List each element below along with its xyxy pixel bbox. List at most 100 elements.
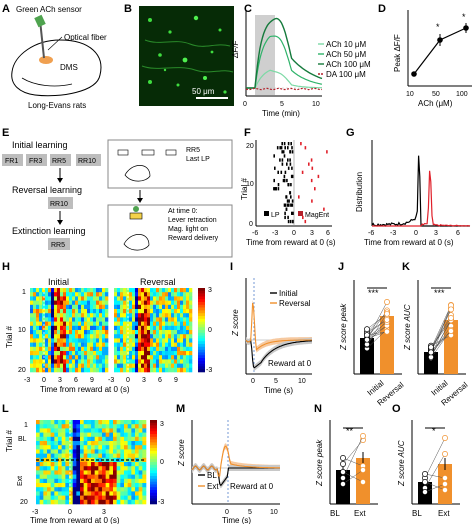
heatmap-cell: [135, 342, 139, 348]
heatmap-cell: [105, 346, 109, 352]
heatmap-cell: [171, 313, 175, 318]
heatmap-cell: [165, 296, 169, 301]
pair-line: [424, 483, 446, 493]
e-stage-fr1: FR1: [5, 158, 18, 165]
heatmap-cell: [127, 420, 132, 425]
heatmap-cell: [135, 483, 139, 488]
f-lp-event: [283, 154, 286, 158]
heatmap-cell: [132, 313, 136, 318]
heatmap-cell: [69, 359, 73, 364]
heatmap-cell: [183, 317, 187, 322]
heatmap-cell: [120, 359, 124, 364]
heatmap-cell: [96, 330, 100, 335]
heatmap-cell: [124, 487, 128, 492]
dot-group-2: [384, 328, 390, 335]
heatmap-cell: [114, 300, 118, 306]
heatmap-cell: [147, 300, 151, 306]
heatmap-cell: [78, 330, 82, 335]
heatmap-cell: [54, 304, 58, 310]
f-lp-event: [281, 158, 284, 162]
heatmap-cell: [135, 487, 139, 492]
heatmap-cell: [30, 330, 34, 335]
heatmap-cell: [96, 338, 100, 343]
heatmap-cell: [135, 367, 139, 373]
heatmap-cell: [43, 462, 48, 467]
heatmap-cell: [123, 300, 127, 306]
l-ylabel: Trial #: [5, 430, 14, 452]
heatmap-cell: [72, 330, 76, 335]
chart-d: [407, 10, 472, 87]
heatmap-cell: [99, 367, 103, 373]
heatmap-cell: [153, 296, 157, 301]
heatmap-cell: [36, 470, 40, 475]
heatmap-cell: [76, 474, 81, 480]
heatmap-cell: [144, 342, 148, 348]
brain-fold: [21, 77, 73, 87]
heatmap-cell: [39, 367, 43, 373]
heatmap-cell: [156, 338, 160, 343]
f-ylabel: Trial #: [240, 178, 249, 200]
pair-line: [430, 305, 452, 349]
heatmap-cell: [177, 334, 181, 339]
heatmap-cell: [94, 441, 99, 446]
heatmap-cell: [117, 334, 121, 339]
heatmap-cell: [72, 453, 77, 459]
pair-line: [430, 330, 452, 352]
heatmap-cell: [81, 300, 85, 306]
heatmap-cell: [189, 342, 193, 348]
heatmap-cell: [105, 355, 109, 360]
heatmap-cell: [69, 457, 73, 463]
heatmap-cell: [36, 321, 40, 327]
heatmap-cell: [75, 346, 79, 352]
heatmap-cell: [102, 330, 106, 335]
heatmap-cell: [123, 321, 127, 327]
f-lp-event: [281, 142, 283, 146]
heatmap-cell: [58, 499, 62, 505]
e-reversal-rr10: RR10: [50, 201, 68, 208]
heatmap-cell: [36, 325, 40, 331]
heatmap-cell: [93, 342, 97, 348]
panel-n-label: N: [314, 403, 322, 415]
heatmap-cell: [83, 441, 88, 446]
heatmap-cell: [61, 453, 66, 459]
dot-group-1: [422, 471, 428, 477]
heatmap-cell: [93, 296, 97, 301]
f-lp-event: [287, 142, 290, 146]
heatmap-cell: [138, 424, 143, 429]
heatmap-cell: [63, 338, 67, 343]
heatmap-cell: [69, 441, 73, 446]
heatmap-cell: [117, 292, 121, 297]
heatmap-cell: [60, 313, 64, 318]
colorbar-step: [150, 462, 157, 466]
heatmap-cell: [90, 304, 94, 310]
heatmap-cell: [186, 313, 190, 318]
heatmap-cell: [54, 436, 59, 442]
heatmap-cell: [36, 478, 40, 484]
heatmap-cell: [114, 334, 118, 339]
heatmap-cell: [36, 491, 40, 496]
heatmap-cell: [162, 309, 166, 314]
heatmap-cell: [60, 342, 64, 348]
heatmap-cell: [47, 453, 51, 459]
heatmap-cell: [120, 466, 125, 471]
heatmap-cell: [174, 342, 178, 348]
heatmap-cell: [33, 351, 37, 356]
heatmap-cell: [98, 499, 103, 505]
heatmap-cell: [102, 445, 106, 450]
heatmap-cell: [159, 355, 163, 360]
heatmap-cell: [132, 342, 136, 348]
heatmap-cell: [72, 338, 76, 343]
heatmap-cell: [48, 351, 52, 356]
h-ytick-10: 10: [18, 327, 26, 334]
heatmap-cell: [131, 487, 136, 492]
heatmap-cell: [120, 355, 124, 360]
heatmap-cell: [132, 325, 136, 331]
heatmap-cell: [183, 288, 187, 293]
heatmap-cell: [141, 351, 145, 356]
heatmap-cell: [58, 441, 62, 446]
heatmap-cell: [39, 321, 43, 327]
heatmap-cell: [99, 300, 103, 306]
heatmap-cell: [116, 445, 121, 450]
heatmap-cell: [69, 292, 73, 297]
f-lp-event: [287, 158, 289, 162]
